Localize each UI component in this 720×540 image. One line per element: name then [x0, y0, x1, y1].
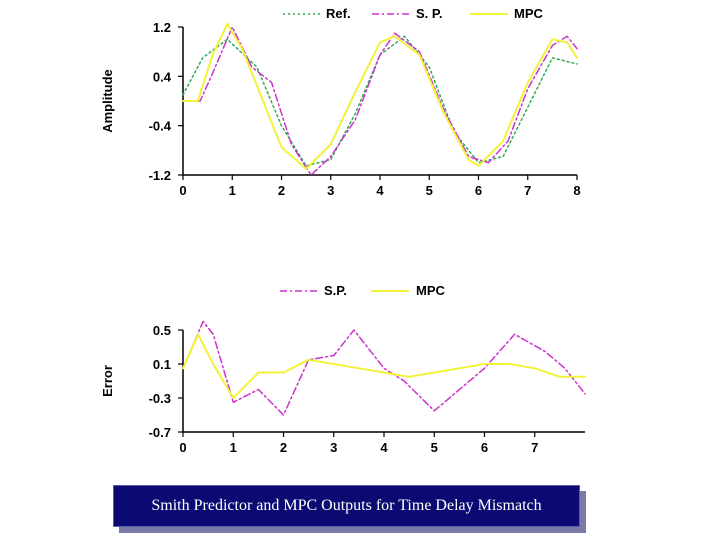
error-x-tick-label: 7: [531, 440, 538, 455]
amplitude-legend-label: Ref.: [326, 6, 351, 21]
amplitude-legend-label: MPC: [514, 6, 544, 21]
error-y-tick-label: 0.1: [153, 357, 171, 372]
amplitude-x-tick-label: 1: [229, 183, 236, 198]
amplitude-x-tick-label: 0: [179, 183, 186, 198]
error-y-tick-label: 0.5: [153, 323, 171, 338]
error-x-tick-label: 1: [230, 440, 237, 455]
error-x-tick-label: 4: [380, 440, 388, 455]
error-series-sp-line: [182, 320, 586, 416]
amplitude-y-tick-label: 1.2: [153, 20, 171, 35]
error-legend-label: S.P.: [324, 283, 347, 298]
amplitude-legend-label: S. P.: [416, 6, 443, 21]
amplitude-x-tick-label: 8: [573, 183, 580, 198]
error-y-tick-label: -0.3: [149, 391, 171, 406]
error-x-tick-label: 5: [431, 440, 438, 455]
amplitude-y-tick-label: -1.2: [149, 168, 171, 183]
error-y-axis-title: Error: [100, 365, 115, 397]
amplitude-x-tick-label: 3: [327, 183, 334, 198]
error-series-mpc-line: [182, 333, 586, 399]
amplitude-x-tick-label: 5: [426, 183, 433, 198]
amplitude-series-sp-line: [182, 26, 578, 176]
error-x-tick-label: 6: [481, 440, 488, 455]
error-y-tick-label: -0.7: [149, 425, 171, 440]
error-x-tick-label: 3: [330, 440, 337, 455]
error-plot: 0 1 2 3 4 5 6 7 0.5 0.1 -0.3 -0.7 Error S.P. MPC: [100, 283, 586, 455]
amplitude-y-tick-label: 0.4: [153, 69, 172, 84]
amplitude-y-tick-label: -0.4: [149, 119, 172, 134]
amplitude-x-tick-label: 4: [376, 183, 384, 198]
error-x-tick-label: 2: [280, 440, 287, 455]
amplitude-x-tick-label: 6: [475, 183, 482, 198]
amplitude-y-axis-title: Amplitude: [100, 69, 115, 133]
caption-text: Smith Predictor and MPC Outputs for Time…: [151, 497, 542, 514]
error-legend-label: MPC: [416, 283, 446, 298]
amplitude-series-mpc-line: [182, 22, 578, 170]
amplitude-x-tick-label: 2: [278, 183, 285, 198]
amplitude-x-tick-label: 7: [524, 183, 531, 198]
caption-box: Smith Predictor and MPC Outputs for Time…: [113, 485, 580, 527]
amplitude-plot: 0 1 2 3 4 5 6 7 8 1.2 0.4 -0.4 -1.2 Amplitude Ref. S. P…: [100, 6, 581, 198]
error-x-tick-label: 0: [179, 440, 186, 455]
